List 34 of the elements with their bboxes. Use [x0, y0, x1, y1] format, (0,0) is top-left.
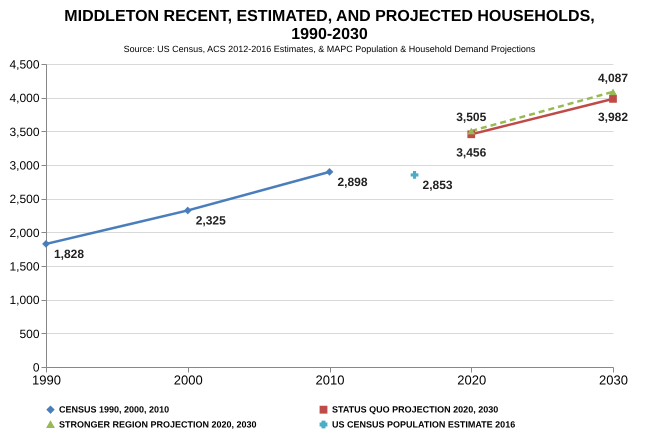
x-tick-label: 2000 [174, 372, 203, 388]
x-tick-label: 2020 [457, 372, 486, 388]
data-label: 4,087 [598, 70, 628, 85]
y-tick-label: 3,000 [9, 158, 40, 172]
point [42, 240, 50, 248]
y-tick-label: 3,500 [9, 124, 40, 139]
legend-label: STRONGER REGION PROJECTION 2020, 2030 [59, 420, 257, 430]
legend-label: CENSUS 1990, 2000, 2010 [59, 404, 170, 415]
x-tick-label: 2030 [599, 372, 628, 388]
y-tick-label: 500 [19, 326, 40, 341]
legend-label: US CENSUS POPULATION ESTIMATE 2016 [332, 420, 516, 430]
data-label: 2,325 [196, 213, 226, 228]
y-tick-label: 4,000 [9, 91, 40, 106]
y-tick-label: 1,500 [9, 260, 40, 274]
data-label: 2,898 [338, 174, 368, 189]
data-label: 3,982 [598, 110, 628, 124]
point [326, 168, 334, 176]
point [410, 171, 418, 179]
y-tick-label: 2,500 [9, 192, 40, 206]
y-tick-label: 1,000 [9, 293, 40, 308]
data-label: 3,456 [456, 145, 487, 160]
point [609, 95, 617, 103]
chart-subtitle: Source: US Census, ACS 2012-2016 Estimates, & MAPC Population & Household Demand Projections [124, 44, 536, 54]
y-tick-label: 0 [32, 360, 40, 374]
y-tick-label: 2,000 [9, 226, 40, 240]
legend-label: STATUS QUO PROJECTION 2020, 2030 [332, 404, 498, 415]
data-label: 3,505 [456, 110, 487, 124]
x-tick-label: 1990 [32, 372, 61, 388]
point [184, 206, 192, 214]
x-tick-label: 2010 [316, 372, 344, 388]
chart-title: MIDDLETON RECENT, ESTIMATED, AND PROJECTED HOUSEHOLDS, 1990-2030 [64, 8, 595, 43]
data-label: 2,853 [422, 178, 453, 192]
y-tick-label: 4,500 [9, 58, 40, 72]
data-label: 1,828 [54, 246, 84, 261]
